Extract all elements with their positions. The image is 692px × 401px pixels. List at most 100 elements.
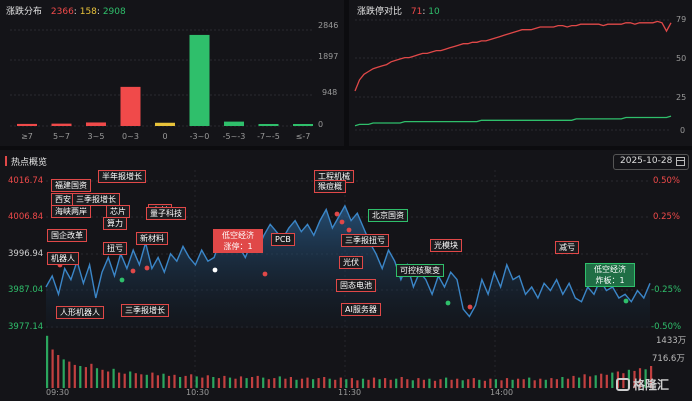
volume-bar: [611, 372, 614, 388]
volume-bar: [583, 374, 586, 389]
volume-bar: [411, 380, 414, 388]
volume-bar: [217, 378, 220, 388]
tag-soe[interactable]: 国企改革: [47, 229, 87, 242]
volume-bar: [179, 377, 182, 388]
x-tick: 11:30: [338, 388, 362, 397]
volume-bar: [339, 377, 342, 388]
tag-ai[interactable]: AI服务器: [341, 303, 381, 316]
bar: [86, 122, 106, 126]
tag-haixia[interactable]: 海峡两岸: [51, 205, 91, 218]
volume-bar: [156, 375, 159, 388]
tag-fruit[interactable]: 猴痘概: [314, 180, 346, 193]
volume-bar: [90, 363, 93, 388]
volume-bar: [123, 373, 126, 388]
volume-bar: [267, 379, 270, 388]
tag-lowalt-down-label: 低空经济: [594, 265, 626, 274]
tag-loss[interactable]: 减亏: [555, 241, 579, 254]
volume-bar: [317, 378, 320, 388]
volume-bar: [300, 378, 304, 389]
volume-bar: [350, 378, 353, 388]
tag-lowalt-down[interactable]: 低空经济 炸板：1: [585, 263, 635, 287]
volume-bar: [417, 378, 420, 388]
tag-q3loss1[interactable]: 扭亏: [103, 242, 127, 255]
volume-bar: [494, 379, 497, 388]
event-marker: [119, 277, 125, 283]
tag-lowalt-down-count: 炸板：1: [595, 276, 625, 285]
volume-bar: [245, 378, 248, 388]
event-marker: [262, 271, 268, 277]
down-count: 2908: [102, 7, 126, 17]
limit-compare-title: 涨跌停对比: [357, 7, 403, 17]
y-left-tick: 4016.74: [8, 176, 44, 186]
volume-bar: [84, 367, 87, 388]
tag-quantum[interactable]: 量子科技: [146, 207, 186, 220]
tag-q3up2[interactable]: 三季报增长: [121, 304, 169, 317]
tag-pcb[interactable]: PCB: [271, 233, 295, 246]
volume-bar: [384, 378, 387, 388]
volume-bar: [273, 378, 276, 388]
volume-bar: [145, 374, 148, 388]
volume-bar: [594, 375, 597, 388]
volume-bar: [212, 377, 215, 388]
y-left-tick: 3996.94: [8, 249, 44, 259]
volume-bar: [167, 375, 171, 388]
volume-bar: [622, 373, 625, 389]
y-tick: 0: [680, 126, 686, 135]
volume-bar: [345, 379, 348, 388]
tag-fusion[interactable]: 可控核聚变: [396, 264, 444, 277]
tag-q3up1[interactable]: 三季报增长: [72, 193, 120, 206]
bar: [120, 86, 141, 126]
tag-robot[interactable]: 机器人: [47, 252, 79, 265]
bar: [17, 123, 37, 126]
volume-bar: [239, 376, 243, 388]
calendar-icon[interactable]: [676, 157, 685, 166]
date-picker[interactable]: 2025-10-28: [613, 154, 689, 170]
y-tick: 0: [318, 120, 324, 129]
x-tick: 14:00: [490, 388, 514, 397]
tag-cpo[interactable]: 光模块: [430, 239, 462, 252]
event-marker: [130, 268, 136, 274]
tag-solid[interactable]: 固态电池: [336, 279, 376, 292]
y-tick: 1897: [318, 52, 339, 61]
tag-newmat[interactable]: 新材料: [136, 232, 168, 245]
tag-fujian[interactable]: 福建国资: [51, 179, 91, 192]
volume-bar: [278, 376, 281, 388]
volume-bar: [644, 369, 647, 388]
volume-bar: [46, 335, 49, 389]
volume-bar: [367, 379, 370, 389]
volume-bar: [162, 373, 165, 388]
volume-bar: [73, 364, 76, 388]
y-right-tick: -0.25%: [651, 285, 682, 295]
volume-bar: [79, 366, 82, 388]
y-tick: 25: [676, 93, 687, 102]
tag-bj[interactable]: 北京国资: [368, 209, 408, 222]
index-line: [45, 204, 651, 318]
limit-compare-panel: 涨跌停对比 71: 10 79 50 25 0: [349, 0, 692, 146]
volume-bar: [395, 378, 398, 389]
volume-bar: [406, 379, 409, 388]
volume-bar: [633, 370, 636, 388]
volume-bar: [129, 371, 132, 388]
y-tick: 948: [322, 88, 338, 97]
volume-bar: [572, 375, 575, 388]
tag-q3loss2[interactable]: 三季报扭亏: [341, 234, 389, 247]
volume-bar: [578, 377, 581, 388]
tag-lowalt-up[interactable]: 低空经济 涨停：1: [213, 229, 263, 253]
x-tick-label: ≤-7: [296, 132, 311, 141]
tag-humanoid[interactable]: 人形机器人: [56, 306, 104, 319]
volume-bar: [561, 377, 564, 388]
volume-bar: [378, 379, 381, 388]
tag-compute[interactable]: 算力: [103, 217, 127, 230]
volume-bar: [306, 377, 309, 388]
tag-lowalt-up-count: 涨停：1: [223, 242, 253, 251]
tag-halfyear[interactable]: 半年报增长: [98, 170, 146, 183]
separator: :: [73, 7, 77, 17]
volume-bar: [467, 379, 470, 388]
event-marker: [212, 267, 218, 273]
x-tick-label: 3~5: [88, 132, 105, 141]
volume-bar: [500, 380, 503, 388]
tag-pv[interactable]: 光伏: [339, 256, 363, 269]
x-tick-label: ≥7: [21, 132, 33, 141]
volume-bar: [483, 380, 486, 388]
volume-bar: [284, 378, 287, 389]
